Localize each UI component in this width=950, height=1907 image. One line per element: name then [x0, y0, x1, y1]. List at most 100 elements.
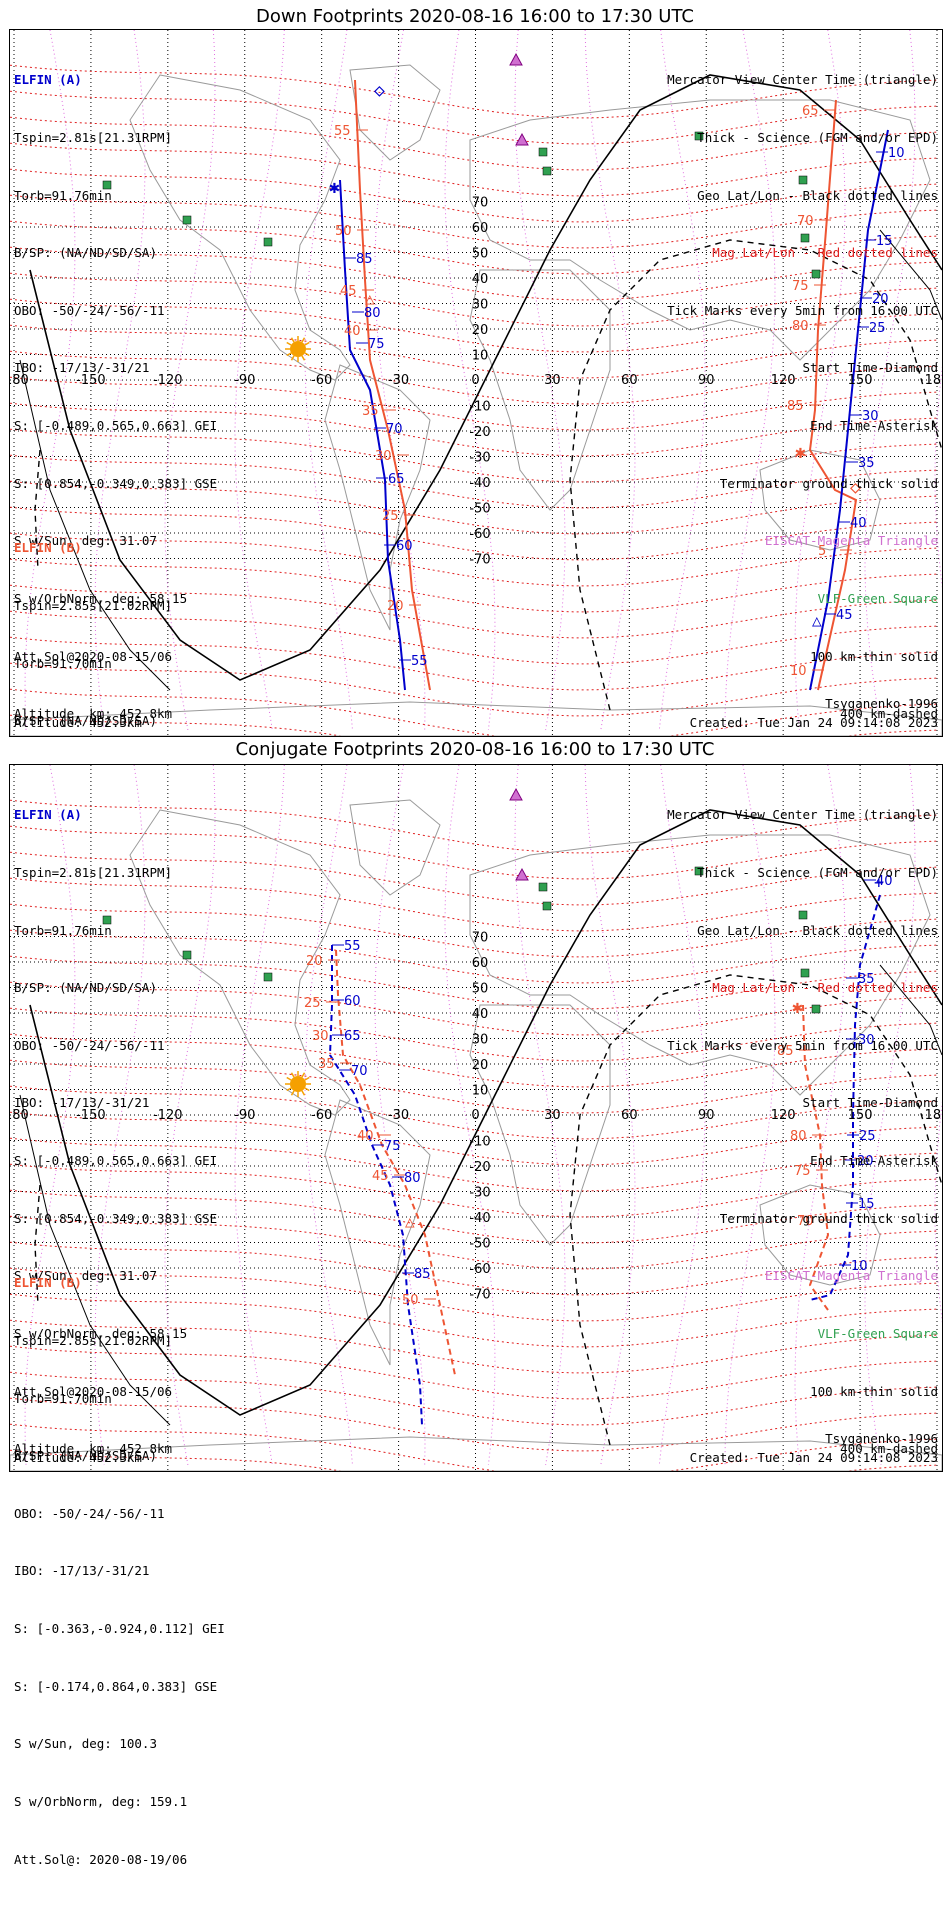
- elfin-b-east-label: 65: [802, 104, 819, 119]
- mag-meridian: [794, 30, 846, 731]
- sun-icon: [285, 1071, 311, 1097]
- terminator-ground: [29, 809, 942, 1416]
- latitude-label: 60: [472, 956, 489, 971]
- mag-meridian: [164, 765, 216, 1466]
- elfin-a-info: ELFIN (A) Tspin=2.81s[21.31RPM] Torb=91.…: [14, 767, 217, 1497]
- longitude-label: 30: [544, 1108, 561, 1123]
- elfin-a-east-label: 30: [858, 1033, 875, 1048]
- mag-latitude-line: [10, 220, 939, 275]
- elfin-a-west-label: 75: [368, 337, 385, 352]
- elfin-b-west-label: 20: [387, 599, 404, 614]
- coastline: [469, 834, 931, 1096]
- elfin-a-line: OBO: -50/-24/-56/-11: [14, 1037, 165, 1053]
- longitude-label: 60: [621, 1108, 638, 1123]
- elfin-a-header: ELFIN (A): [14, 72, 82, 88]
- elfin-a-east-label: 30: [862, 409, 879, 424]
- elfin-b-center-triangle: △: [365, 289, 375, 308]
- longitude-label: -120: [153, 373, 183, 388]
- map-legend: Mercator View Center Time (triangle) Thi…: [667, 32, 938, 762]
- coastline: [129, 74, 351, 381]
- mag-latitude-line: [10, 799, 939, 854]
- elfin-a-line: B/SP: (NA/ND/SD/SA): [14, 245, 157, 261]
- vlf-square: [798, 910, 808, 920]
- elfin-b-start-diamond: ◇: [850, 477, 861, 498]
- longitude-label: -150: [76, 373, 106, 388]
- elfin-a-west-label: 55: [411, 654, 428, 669]
- legend-line: EISCAT-Magenta Triangle: [764, 1268, 938, 1284]
- sun-ray: [286, 341, 292, 346]
- conj-map-svg: 20 25 30 35 40 45 50 55 60 65 70 75 80 85 85 80 75 70 40 35…: [10, 765, 942, 1471]
- elfin-a-line: Att.Sol@2020-08-15/06: [14, 648, 173, 664]
- elfin-b-east-label: 85: [777, 1044, 794, 1059]
- mag-latitude-line: [10, 662, 939, 717]
- elfin-a-west-label: 65: [344, 1029, 361, 1044]
- latitude-label: -70: [469, 1288, 490, 1303]
- elfin-a-west-label: 80: [364, 306, 381, 321]
- mag-latitude-line: [10, 194, 939, 249]
- latitude-label: 40: [472, 272, 489, 287]
- elfin-b-line: Torb=91.70min: [14, 1390, 112, 1406]
- mag-latitude-line: [10, 825, 939, 880]
- eiscat-triangle: [515, 132, 529, 146]
- latitude-label: 70: [472, 931, 489, 946]
- latitude-label: -30: [469, 451, 490, 466]
- elfin-b-line: B/SP: (NA/ND/SD/SA): [14, 713, 157, 729]
- mag-latitude-line: [10, 1345, 939, 1400]
- terminator-100km: [879, 229, 942, 321]
- mag-latitude-line: [10, 1267, 939, 1322]
- elfin-b-east-label: 70: [797, 214, 814, 229]
- longitude-label: -120: [153, 1108, 183, 1123]
- elfin-b-line: Tspin=2.85s[21.02RPM]: [14, 598, 173, 614]
- vlf-square: [263, 237, 273, 247]
- mag-meridian: [724, 765, 776, 1466]
- latitude-label: 10: [472, 1084, 489, 1099]
- elfin-a-east-label: 35: [858, 972, 875, 987]
- sun-ray: [304, 341, 310, 346]
- down-footprints-title: Down Footprints 2020-08-16 16:00 to 17:3…: [256, 6, 694, 27]
- elfin-b-east-label: 80: [790, 1129, 807, 1144]
- vlf-square: [182, 950, 192, 960]
- legend-line: Start Time-Diamond: [802, 1095, 938, 1111]
- elfin-a-west-label: 70: [351, 1064, 368, 1079]
- latitude-label: -60: [469, 1262, 490, 1277]
- elfin-b-west-label: 40: [344, 324, 361, 339]
- elfin-b-east-label: 80: [792, 319, 809, 334]
- longitude-label: -90: [234, 1108, 255, 1123]
- elfin-b-west-label: 50: [335, 224, 352, 239]
- latitude-label: 30: [472, 298, 489, 313]
- vlf-square: [811, 1004, 821, 1014]
- elfin-a-east-label: 45: [836, 608, 853, 623]
- legend-line: Terminator ground-thick solid: [719, 475, 938, 491]
- elfin-a-west-label: 70: [386, 422, 403, 437]
- legend-line: Terminator ground-thick solid: [719, 1210, 938, 1226]
- created-label: Created: Tue Jan 24 09:14:08 2023: [689, 715, 938, 730]
- terminator-100km: [879, 964, 942, 1056]
- vlf-square: [811, 269, 821, 279]
- vlf-square: [538, 147, 548, 157]
- elfin-a-west-label: 65: [388, 472, 405, 487]
- conjugate-footprints-map: 20 25 30 35 40 45 50 55 60 65 70 75 80 85 85 80 75 70 40 35…: [9, 764, 943, 1867]
- mag-meridian: [724, 30, 776, 731]
- coastline: [10, 1436, 942, 1471]
- mag-latitude-line: [10, 64, 939, 119]
- mag-meridian: [304, 30, 353, 731]
- elfin-a-line: Torb=91.76min: [14, 187, 112, 203]
- legend-line: Thick - Science (FGM and/or EPD): [697, 130, 938, 146]
- elfin-b-west-label: 30: [312, 1029, 329, 1044]
- mag-latitude-line: [10, 1189, 939, 1244]
- latitude-label: 50: [472, 982, 489, 997]
- mag-meridian: [94, 30, 146, 731]
- latitude-label: -40: [469, 1211, 490, 1226]
- mag-latitude-line: [10, 1397, 939, 1452]
- model-label: Tsyganenko-1996: [825, 1431, 938, 1446]
- mag-latitude-line: [10, 636, 939, 691]
- latitude-label: -40: [469, 476, 490, 491]
- latitude-label: -50: [469, 502, 490, 517]
- geo-grid-lines: [10, 765, 942, 1471]
- mag-latitude-line: [10, 1007, 939, 1062]
- elfin-b-east-label: 85: [787, 399, 804, 414]
- mag-meridian: [374, 765, 426, 1466]
- mag-meridian: [94, 765, 146, 1466]
- elfin-a-east-label: 35: [858, 456, 875, 471]
- mag-latitude-line: [10, 1163, 939, 1218]
